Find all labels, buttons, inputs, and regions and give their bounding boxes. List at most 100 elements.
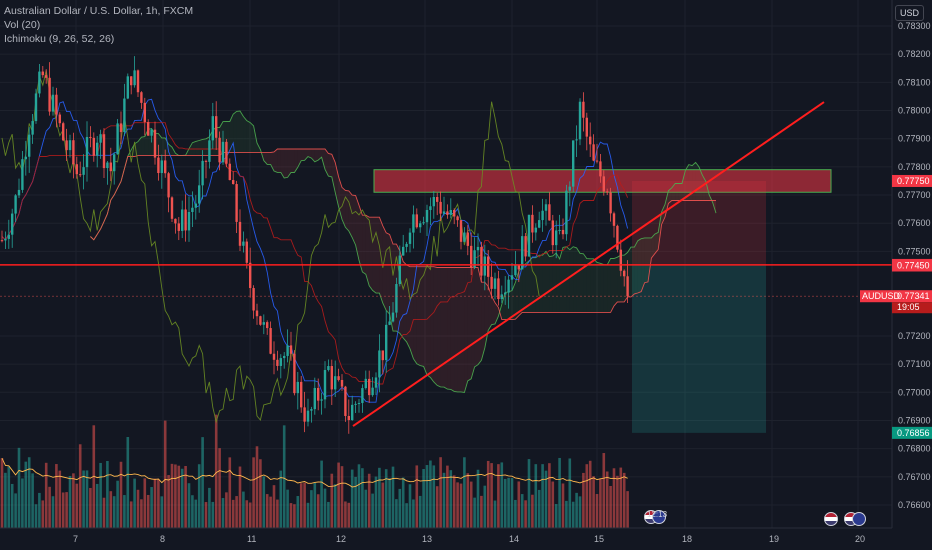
volume-bar <box>452 475 456 528</box>
volume-bar <box>191 495 194 528</box>
ichimoku-indicator-label[interactable]: Ichimoku (9, 26, 52, 26) <box>4 33 115 45</box>
candle <box>62 121 65 142</box>
cloud-segment <box>342 187 346 228</box>
candle <box>374 372 378 395</box>
volume-bar <box>480 495 483 528</box>
cloud-segment <box>454 267 458 392</box>
candle <box>164 149 167 178</box>
candle <box>28 127 31 173</box>
cloud-segment <box>141 136 145 156</box>
candle <box>65 128 68 162</box>
candle <box>589 122 592 157</box>
candle <box>208 129 211 169</box>
candle <box>249 247 252 298</box>
candle <box>126 73 129 100</box>
candle <box>55 87 58 128</box>
candle <box>442 196 446 216</box>
candle <box>538 211 541 229</box>
candle <box>500 285 503 304</box>
cloud-segment <box>576 247 580 313</box>
cloud-segment <box>308 149 312 159</box>
candle <box>612 211 616 238</box>
candle <box>368 370 371 403</box>
time-axis[interactable]: 7 8 11 12 13 14 15 18 19 20 <box>0 527 892 544</box>
candle <box>99 129 102 159</box>
cloud-segment <box>199 139 203 156</box>
candle <box>585 112 588 151</box>
volume-bar <box>548 463 551 528</box>
volume-bar <box>75 483 79 528</box>
volume-bar <box>483 485 487 528</box>
candle <box>527 214 531 257</box>
candle <box>337 368 340 382</box>
currency-button[interactable]: USD <box>894 5 924 21</box>
time-tick-label: 13 <box>422 534 432 544</box>
volume-bar <box>102 497 106 528</box>
volume-bar <box>153 478 157 528</box>
volume-bar <box>605 471 609 528</box>
cloud-segment <box>413 266 417 364</box>
cloud-segment <box>484 282 489 349</box>
cloud-segment <box>488 286 492 331</box>
au-event-icon-2[interactable] <box>852 512 866 526</box>
volume-bar <box>619 467 623 528</box>
volume-bar <box>129 501 133 528</box>
take-profit-area <box>632 264 766 433</box>
candle <box>534 223 537 241</box>
candle <box>11 208 14 248</box>
candle <box>21 150 24 193</box>
volume-bar <box>299 483 303 528</box>
volume-bar <box>282 425 286 528</box>
candle <box>371 377 374 397</box>
candle <box>96 136 99 168</box>
cloud-segment <box>556 252 560 313</box>
volume-indicator-label[interactable]: Vol (20) <box>4 19 41 31</box>
volume-bar <box>157 479 160 528</box>
volume-bar <box>293 504 296 528</box>
candle <box>558 214 561 235</box>
candle <box>160 154 163 189</box>
cloud-segment <box>253 125 257 153</box>
volume-bar <box>469 481 473 528</box>
volume-bar <box>228 457 232 528</box>
volume-bar <box>551 481 555 528</box>
candle <box>113 152 116 185</box>
cloud-segment <box>301 149 305 161</box>
cloud-segment <box>515 271 519 320</box>
candle <box>602 170 605 196</box>
candle <box>255 303 259 325</box>
volume-bar <box>534 464 538 528</box>
price-tick-label: 0.78100 <box>898 77 931 87</box>
volume-bar <box>459 483 463 528</box>
cloud-segment <box>287 149 291 178</box>
volume-bar <box>354 476 357 528</box>
volume-bar <box>0 458 4 528</box>
price-axis[interactable]: 0.78300 0.78200 0.78100 0.78000 0.77900 0.778… <box>860 0 932 550</box>
volume-bar <box>395 499 398 528</box>
candle <box>136 69 140 97</box>
candle <box>344 385 347 422</box>
volume-bar <box>163 420 167 528</box>
candle <box>449 198 452 219</box>
cloud-segment <box>348 190 353 238</box>
volume-bar <box>463 457 466 528</box>
candle <box>245 238 248 269</box>
us-event-icon-2[interactable] <box>824 512 838 526</box>
cloud-segment <box>532 257 536 313</box>
candle <box>310 406 313 423</box>
cloud-segment <box>634 240 638 294</box>
candle <box>388 306 391 326</box>
symbol-title[interactable]: Australian Dollar / U.S. Dollar, 1h, FXC… <box>4 5 194 17</box>
volume-bar <box>306 502 310 528</box>
volume-bar <box>41 500 45 528</box>
cloud-segment <box>427 266 431 378</box>
candle <box>510 263 514 291</box>
candle <box>157 144 160 181</box>
volume-bar <box>473 497 476 528</box>
candle <box>283 352 286 369</box>
au-event-icon[interactable] <box>652 510 666 524</box>
volume-bar <box>490 463 493 528</box>
cloud-segment <box>586 258 591 313</box>
price-axis-background <box>892 0 932 550</box>
